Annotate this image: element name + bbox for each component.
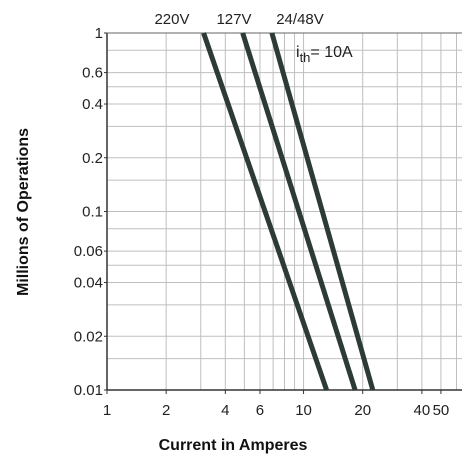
series-line-127v <box>240 32 358 391</box>
x-tick-label: 20 <box>354 402 371 419</box>
series-labels: 220V 127V 24/48V <box>154 11 323 28</box>
x-tick-label: 6 <box>256 402 264 419</box>
y-tick-label: 0.04 <box>74 275 103 292</box>
x-tick-labels: 1 2 4 6 10 20 40 50 <box>103 390 449 419</box>
series-label-24-48v: 24/48V <box>276 11 324 28</box>
y-tick-label: 1 <box>95 25 103 42</box>
y-tick-labels: 1 0.6 0.4 0.2 0.1 0.06 0.04 0.02 0.01 <box>74 25 107 399</box>
series-lines <box>201 32 376 391</box>
ith-annotation: ith= 10A <box>296 44 353 65</box>
series-label-220v: 220V <box>154 11 189 28</box>
x-tick-label: 10 <box>295 402 312 419</box>
x-tick-label: 1 <box>103 402 111 419</box>
ith-annotation-value: = 10A <box>310 44 353 61</box>
series-line-24-48v <box>269 32 376 391</box>
y-tick-label: 0.02 <box>74 328 103 345</box>
y-tick-label: 0.1 <box>82 204 103 221</box>
y-tick-label: 0.01 <box>74 382 103 399</box>
x-tick-label: 4 <box>221 402 229 419</box>
x-axis-title: Current in Amperes <box>159 437 308 454</box>
y-tick-label: 0.2 <box>82 150 103 167</box>
x-tick-label: 40 <box>414 402 431 419</box>
series-line-220v <box>201 32 329 391</box>
y-tick-label: 0.4 <box>82 96 103 113</box>
x-tick-label: 50 <box>433 402 450 419</box>
ith-annotation-symbol: i <box>296 44 300 61</box>
y-tick-label: 0.6 <box>82 65 103 82</box>
y-tick-label: 0.06 <box>74 243 103 260</box>
x-tick-label: 2 <box>162 402 170 419</box>
ith-annotation-subscript: th <box>300 50 311 65</box>
series-label-127v: 127V <box>216 11 251 28</box>
y-axis-title: Millions of Operations <box>15 128 32 296</box>
